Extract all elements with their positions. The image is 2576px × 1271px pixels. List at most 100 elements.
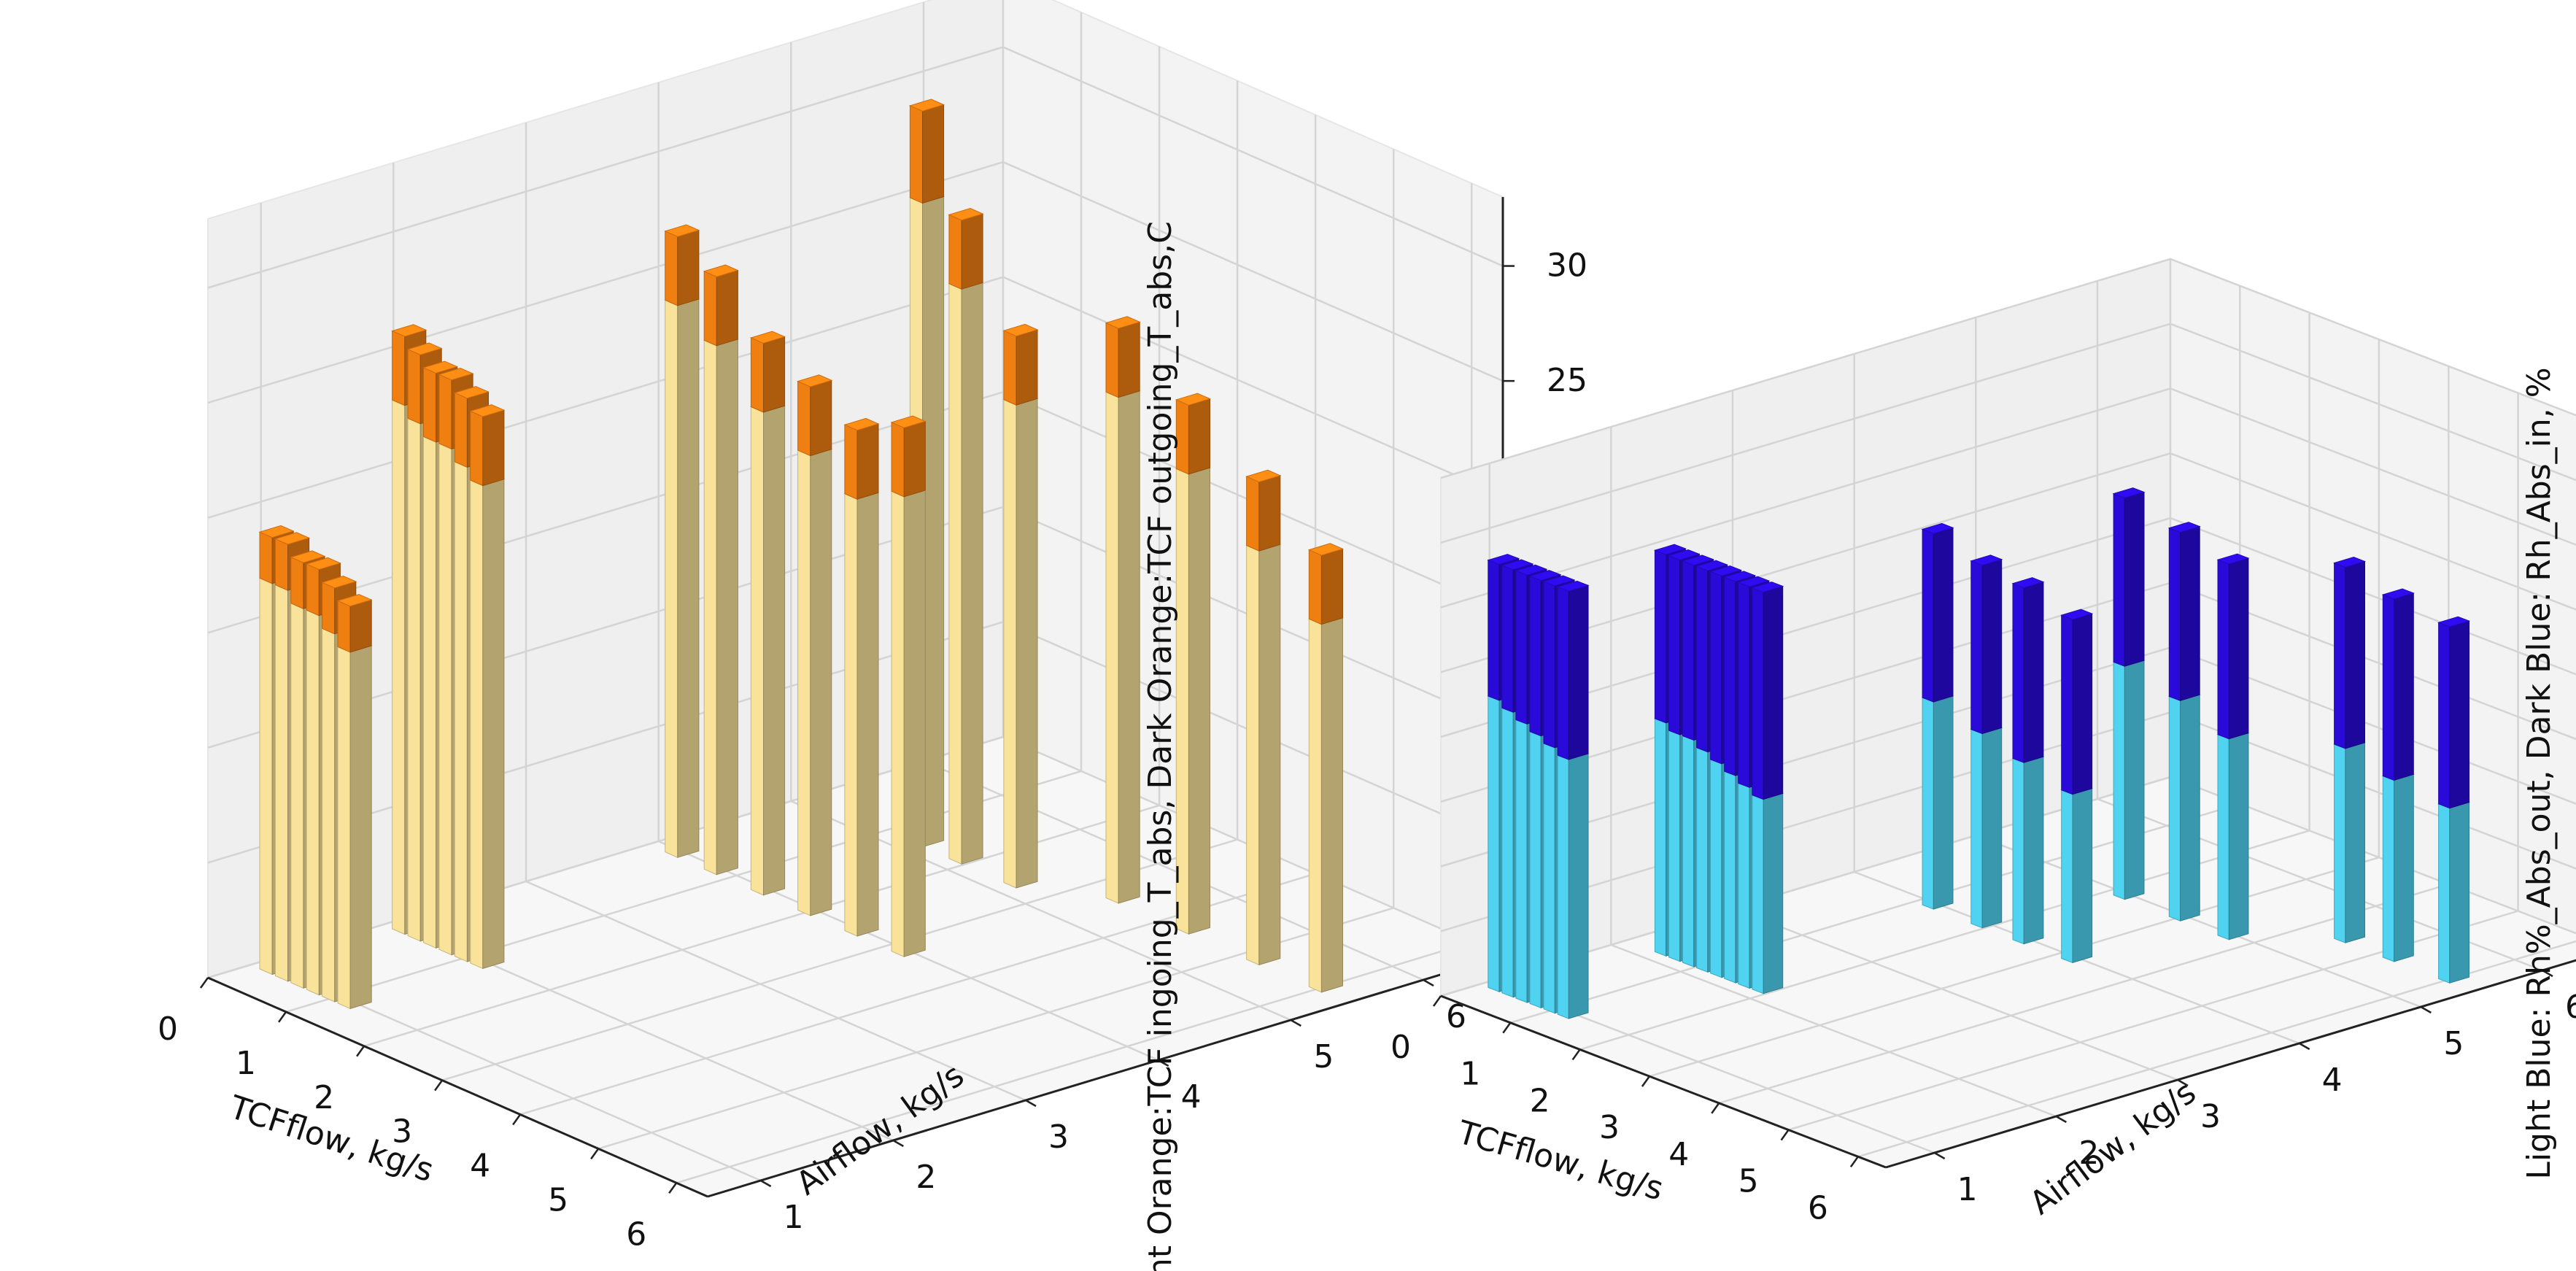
y-axis-line bbox=[1885, 959, 2576, 1169]
y-tick-label: 4 bbox=[1181, 1078, 1202, 1116]
bar-upper-segment bbox=[797, 374, 833, 457]
bar-upper-segment bbox=[2112, 487, 2146, 667]
y-tick-label: 3 bbox=[1048, 1119, 1069, 1156]
bar-upper-segment bbox=[2333, 556, 2367, 749]
x-tick-mark bbox=[1571, 1048, 1581, 1061]
right-3d-bar-chart: 01234561234560.00.10.20.30.40.50.60.70.8… bbox=[1391, 258, 2576, 1226]
y-tick-mark bbox=[2055, 1115, 2067, 1124]
x-tick-label: 4 bbox=[1668, 1136, 1689, 1173]
bar-upper-segment bbox=[1175, 393, 1211, 475]
y-tick-mark bbox=[1025, 1099, 1037, 1108]
bar-lower-segment bbox=[469, 473, 506, 970]
x-tick-label: 4 bbox=[470, 1148, 490, 1185]
x-tick-label: 5 bbox=[1738, 1163, 1759, 1200]
x-tick-mark bbox=[199, 977, 209, 989]
y-tick-label: 5 bbox=[1313, 1038, 1334, 1075]
bar-upper-segment bbox=[2060, 609, 2094, 795]
z-tick-label: 30 bbox=[1547, 247, 1587, 285]
bar-lower-segment bbox=[1751, 789, 1784, 994]
bar-upper-segment bbox=[2381, 588, 2415, 781]
z-gridline bbox=[207, 46, 1504, 289]
bar-upper-segment bbox=[336, 594, 373, 653]
z-gridline bbox=[207, 161, 1504, 404]
bar-lower-segment bbox=[2333, 738, 2367, 943]
x-tick-mark bbox=[434, 1079, 444, 1092]
y-tick-mark bbox=[2420, 1005, 2432, 1014]
y-tick-label: 2 bbox=[2078, 1135, 2099, 1172]
bar-lower-segment bbox=[336, 640, 373, 1010]
left-3d-bar-chart: 0123456123456051015202530 TCFflow, kg/s … bbox=[158, 0, 1587, 1271]
bar-lower-segment bbox=[664, 293, 700, 858]
x-tick-mark bbox=[512, 1113, 522, 1126]
x-tick-label: 1 bbox=[236, 1045, 256, 1082]
x-tick-mark bbox=[1780, 1129, 1790, 1141]
bar-upper-segment bbox=[1307, 543, 1344, 625]
bar-upper-segment bbox=[1970, 555, 2003, 735]
z-gridline bbox=[1440, 258, 2576, 479]
y-tick-mark bbox=[892, 1139, 904, 1148]
bar-lower-segment bbox=[797, 443, 833, 916]
bar-lower-segment bbox=[2060, 784, 2094, 964]
bar-lower-segment bbox=[749, 400, 786, 896]
bar-upper-segment bbox=[890, 415, 927, 498]
bar-upper-segment bbox=[1751, 582, 1784, 800]
x-tick-label: 1 bbox=[1460, 1056, 1480, 1093]
z-tick-label: 25 bbox=[1547, 362, 1587, 399]
right-z-axis-label: Light Blue: Rh%_Abs_out, Dark Blue: Rh_A… bbox=[2521, 367, 2558, 1179]
x-tick-label: 2 bbox=[314, 1079, 334, 1116]
bar-upper-segment bbox=[1921, 522, 1954, 703]
bar-lower-segment bbox=[1245, 538, 1282, 966]
y-tick-label: 4 bbox=[2322, 1062, 2343, 1099]
x-tick-mark bbox=[1849, 1156, 1859, 1168]
right-x-axis-label: TCFflow, kg/s bbox=[1453, 1113, 1668, 1208]
bar-upper-segment bbox=[469, 404, 506, 487]
bar-lower-segment bbox=[2112, 655, 2146, 900]
bar-lower-segment bbox=[1921, 691, 1954, 910]
bar-lower-segment bbox=[1175, 462, 1211, 935]
y-tick-label: 2 bbox=[916, 1159, 936, 1196]
left-z-axis-label: Light Orange:TCF ingoing_T_abs, Dark Ora… bbox=[1142, 221, 1179, 1271]
x-tick-label: 3 bbox=[1599, 1109, 1620, 1146]
bar-upper-segment bbox=[1002, 323, 1039, 406]
x-gridline bbox=[1857, 940, 2576, 1158]
bar-lower-segment bbox=[890, 484, 927, 957]
bar-lower-segment bbox=[2216, 728, 2250, 940]
bar-upper-segment bbox=[2437, 616, 2471, 809]
x-axis-line bbox=[207, 976, 708, 1198]
y-tick-label: 6 bbox=[2565, 989, 2576, 1026]
z-gridline bbox=[1440, 387, 2576, 609]
y-tick-mark bbox=[1934, 1151, 1946, 1160]
bar-lower-segment bbox=[1970, 723, 2003, 929]
bar-upper-segment bbox=[2216, 553, 2250, 740]
bar-lower-segment bbox=[1556, 749, 1590, 1019]
right-bars bbox=[1487, 487, 2471, 1019]
x-tick-label: 0 bbox=[158, 1011, 178, 1048]
bar-lower-segment bbox=[1307, 611, 1344, 993]
bar-upper-segment bbox=[1245, 469, 1282, 552]
y-tick-label: 3 bbox=[2200, 1098, 2221, 1135]
left-bars bbox=[258, 98, 1344, 1010]
right-axes: 01234561234560.00.10.20.30.40.50.60.70.8 bbox=[1391, 959, 2576, 1226]
bar-lower-segment bbox=[1002, 393, 1039, 889]
x-tick-mark bbox=[1432, 995, 1442, 1007]
bar-upper-segment bbox=[2167, 522, 2201, 702]
y-tick-mark bbox=[1290, 1019, 1301, 1027]
bar-upper-segment bbox=[1105, 316, 1141, 398]
x-tick-mark bbox=[590, 1148, 600, 1160]
y-tick-mark bbox=[1423, 978, 1434, 987]
bar-lower-segment bbox=[703, 333, 739, 876]
bar-lower-segment bbox=[2167, 689, 2201, 922]
x-tick-label: 6 bbox=[1808, 1189, 1828, 1226]
y-tick-mark bbox=[2542, 969, 2553, 978]
bar-lower-segment bbox=[2437, 797, 2471, 984]
y-tick-label: 1 bbox=[784, 1199, 804, 1236]
bar-upper-segment bbox=[2011, 577, 2045, 763]
x-tick-mark bbox=[1641, 1075, 1650, 1087]
bar-upper-segment bbox=[948, 207, 984, 290]
bar-upper-segment bbox=[664, 224, 700, 306]
bar-lower-segment bbox=[843, 487, 880, 937]
x-tick-label: 6 bbox=[626, 1216, 646, 1253]
y-tick-mark bbox=[2299, 1042, 2310, 1051]
x-tick-label: 5 bbox=[548, 1181, 568, 1218]
